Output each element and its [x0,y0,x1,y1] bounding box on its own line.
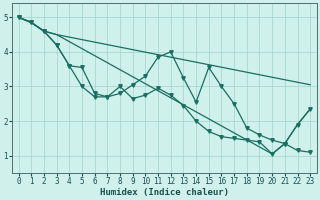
X-axis label: Humidex (Indice chaleur): Humidex (Indice chaleur) [100,188,229,197]
